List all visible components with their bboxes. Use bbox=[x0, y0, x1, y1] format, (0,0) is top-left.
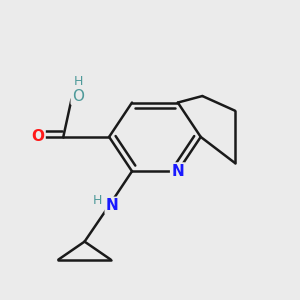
Text: N: N bbox=[171, 164, 184, 179]
Text: O: O bbox=[31, 129, 44, 144]
Text: H: H bbox=[73, 75, 83, 88]
Text: O: O bbox=[72, 88, 84, 104]
Text: N: N bbox=[106, 198, 119, 213]
Text: H: H bbox=[93, 194, 102, 207]
